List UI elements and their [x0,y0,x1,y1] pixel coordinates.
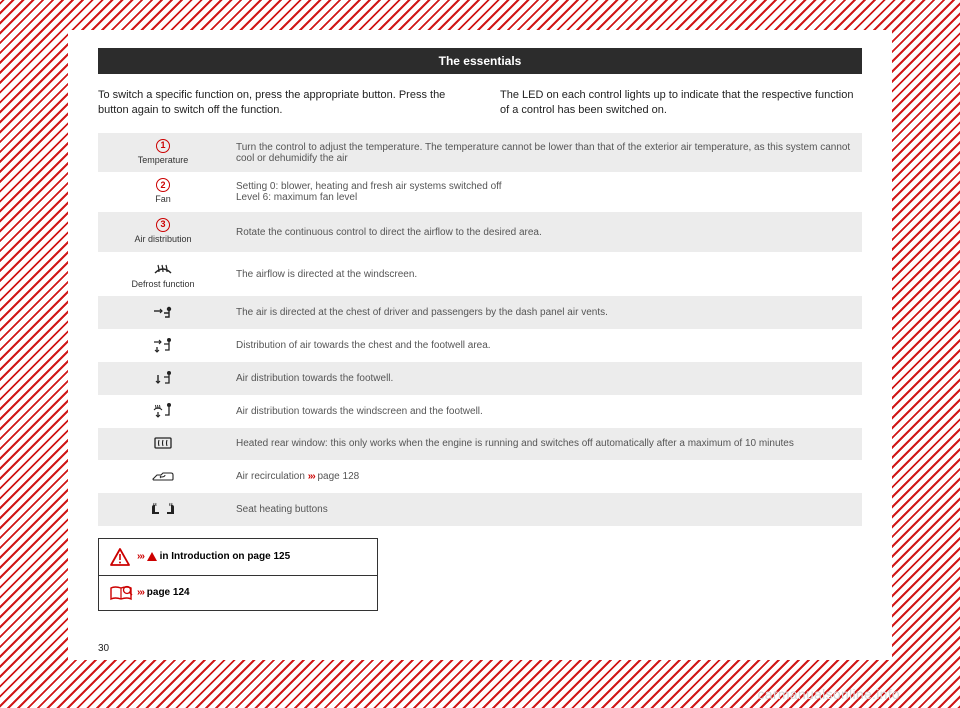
table-row: 3 Air distribution Rotate the continuous… [98,212,862,252]
airflow-feet-icon [152,368,174,389]
row-desc: Rotate the continuous control to direct … [228,212,862,252]
row-label: Temperature [138,155,189,165]
row-desc: Air distribution towards the windscreen … [228,395,862,428]
airflow-face-feet-icon [152,335,174,356]
row-label: Fan [155,194,171,204]
seat-heating-icon [149,499,177,520]
table-row: Air recirculation ››› page 128 [98,460,862,493]
controls-table: 1 Temperature Turn the control to adjust… [98,133,862,526]
book-note: ››› page 124 [99,575,377,610]
row-desc: Seat heating buttons [228,493,862,526]
book-icon [109,584,137,602]
row-desc: The airflow is directed at the windscree… [228,252,862,296]
table-row: Heated rear window: this only works when… [98,428,862,461]
intro-right: The LED on each control lights up to ind… [500,88,862,119]
row-desc: Air recirculation ››› page 128 [228,460,862,493]
airflow-defrost-feet-icon [152,401,174,422]
table-row: 2 Fan Setting 0: blower, heating and fre… [98,172,862,212]
number-badge-icon: 3 [156,218,170,232]
row-label: Air distribution [134,234,191,244]
recirculation-icon [151,466,175,487]
table-row: Air distribution towards the windscreen … [98,395,862,428]
intro-text: To switch a specific function on, press … [98,88,862,119]
number-badge-icon: 2 [156,178,170,192]
table-row: The air is directed at the chest of driv… [98,296,862,329]
warning-icon [109,547,137,567]
rear-defrost-icon [153,434,173,455]
table-row: Defrost function The airflow is directed… [98,252,862,296]
inline-warning-icon [147,552,157,561]
watermark: carmanualsonline.info [758,686,901,702]
defrost-icon [153,258,173,279]
row-desc: Setting 0: blower, heating and fresh air… [228,172,862,212]
row-desc: Air distribution towards the footwell. [228,362,862,395]
section-header: The essentials [98,48,862,74]
airflow-face-icon [152,302,174,323]
row-desc: The air is directed at the chest of driv… [228,296,862,329]
row-desc: Distribution of air towards the chest an… [228,329,862,362]
notes-box: ››› in Introduction on page 125 ››› page… [98,538,378,611]
page-number: 30 [98,643,109,654]
row-desc: Turn the control to adjust the temperatu… [228,133,862,173]
warning-note: ››› in Introduction on page 125 [99,539,377,575]
table-row: Seat heating buttons [98,493,862,526]
page-content: The essentials To switch a specific func… [68,30,892,660]
row-label: Defrost function [131,279,194,289]
table-row: Air distribution towards the footwell. [98,362,862,395]
intro-left: To switch a specific function on, press … [98,88,460,119]
table-row: 1 Temperature Turn the control to adjust… [98,133,862,173]
row-desc: Heated rear window: this only works when… [228,428,862,461]
table-row: Distribution of air towards the chest an… [98,329,862,362]
number-badge-icon: 1 [156,139,170,153]
